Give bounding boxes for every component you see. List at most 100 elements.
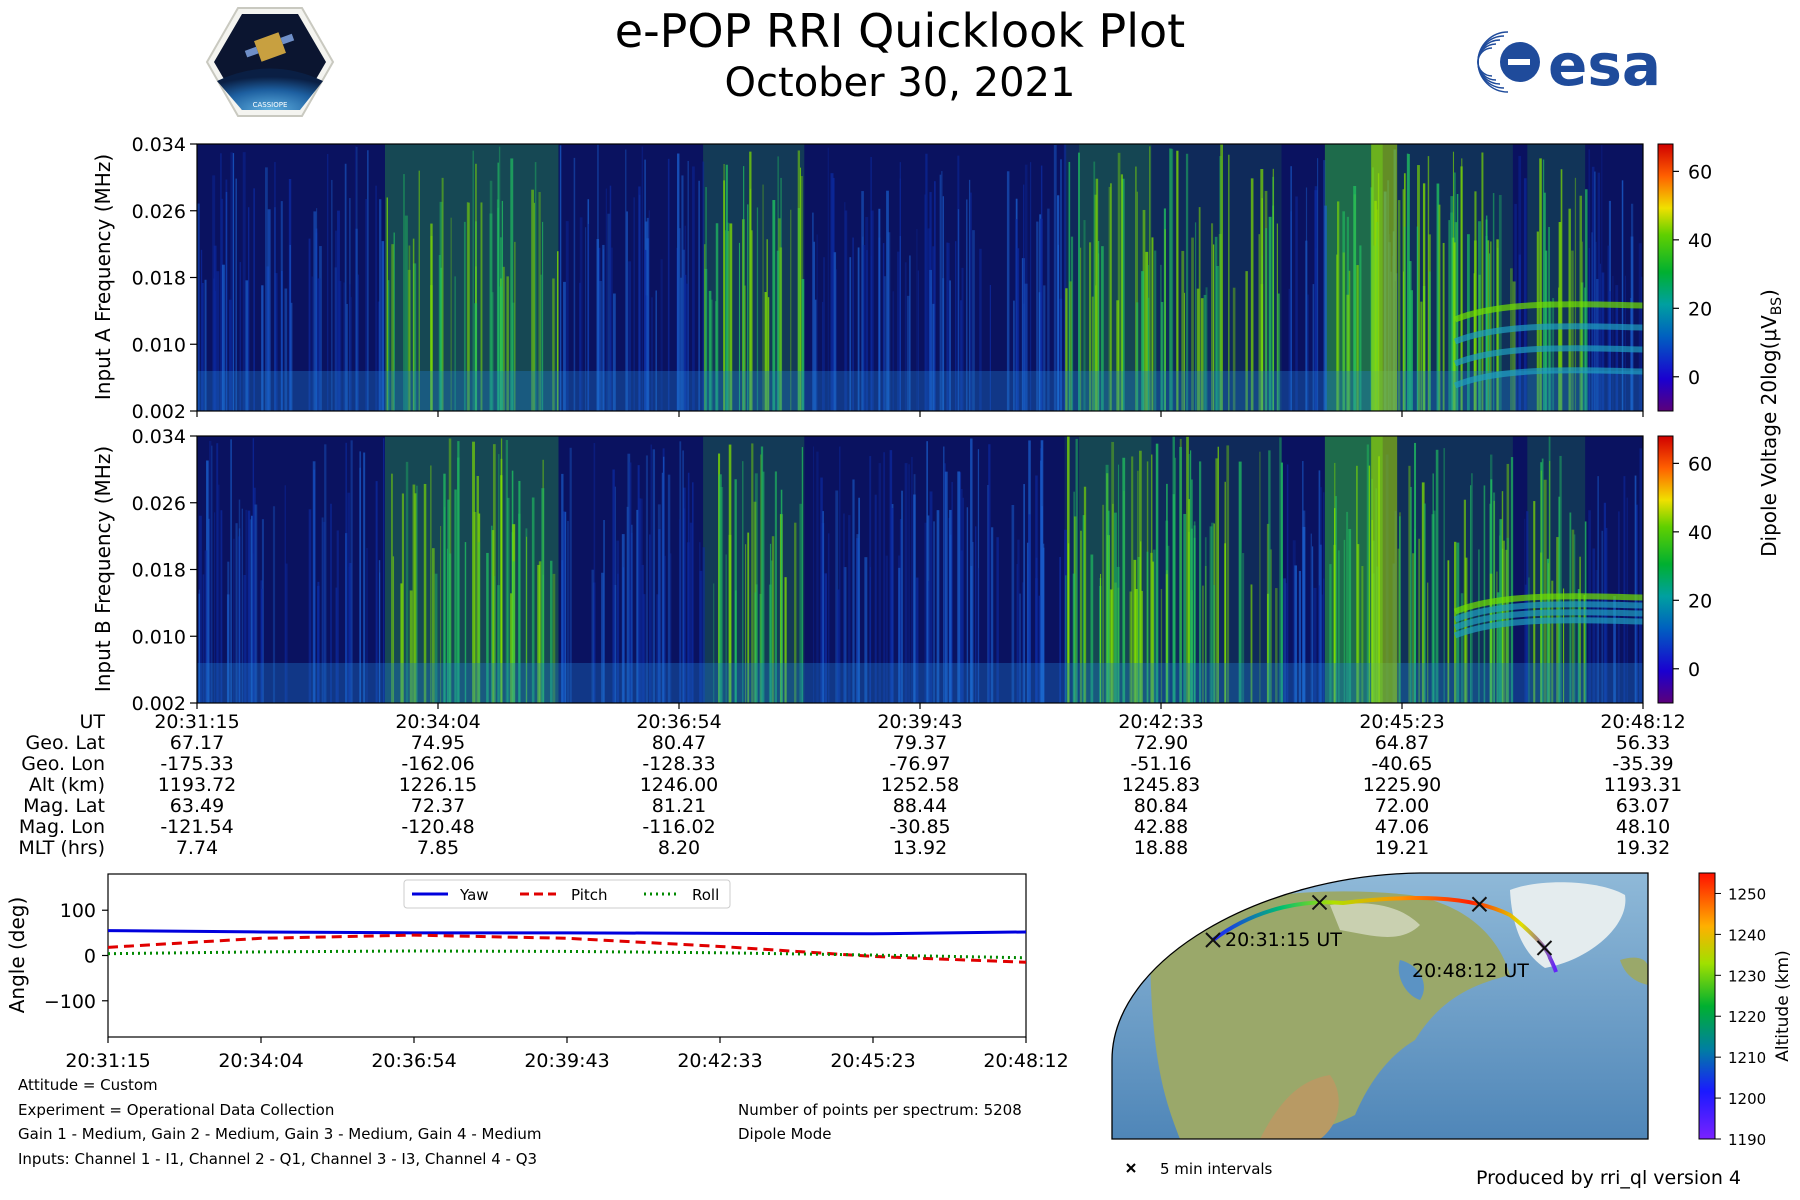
ephemeris-cell: -120.48 (401, 816, 475, 838)
ytick-label: 0.018 (132, 268, 186, 290)
attitude-ytick-label: 0 (84, 946, 96, 968)
ephemeris-row-label: MLT (hrs) (18, 837, 105, 859)
ephemeris-cell: 13.92 (892, 837, 948, 859)
ephemeris-row-label: Geo. Lon (21, 753, 105, 775)
altitude-colorbar-label: Altitude (km) (1773, 950, 1793, 1062)
legend-yaw: Yaw (459, 886, 489, 904)
ytick-label: 0.010 (132, 334, 186, 356)
svg-text:CASSIOPE: CASSIOPE (253, 101, 288, 109)
attitude-ytick-label: 100 (60, 900, 96, 922)
ytick-label: 0.026 (132, 201, 186, 223)
cassiope-logo: CASSIOPE (205, 7, 335, 117)
info-gains: Gain 1 - Medium, Gain 2 - Medium, Gain 3… (18, 1125, 542, 1143)
colorbar-tick-label: 60 (1688, 453, 1712, 475)
ephemeris-row-label: Alt (km) (28, 774, 105, 796)
attitude-xtick-label: 20:48:12 (983, 1050, 1068, 1072)
ephemeris-cell: 1246.00 (639, 774, 719, 796)
track-marker (1205, 932, 1221, 948)
colorbar-tick-label: 0 (1688, 367, 1700, 389)
page-title: e-POP RRI Quicklook Plot (614, 4, 1186, 58)
attitude-plot: −100 0 100 20:31:15 20:34:04 20:36:54 20:39:43… (5, 873, 1069, 1072)
ephemeris-row-label: Mag. Lat (23, 795, 105, 817)
ephemeris-cell: 1226.15 (398, 774, 478, 796)
ephemeris-row-label: Mag. Lon (18, 816, 105, 838)
colorbar-tick-label: 0 (1688, 659, 1700, 681)
esa-logo: esa (1477, 31, 1661, 99)
ephemeris-cell: 63.07 (1615, 795, 1671, 817)
ytick-label: 0.034 (132, 134, 186, 156)
colorbar-tick-label: 60 (1688, 161, 1712, 183)
spectrogram-a-background (197, 144, 1643, 411)
ephemeris-cell: 20:34:04 (395, 711, 481, 733)
ephemeris-cell: 20:39:43 (877, 711, 963, 733)
altitude-tick-label: 1240 (1728, 926, 1766, 944)
colorbar-tick-label: 40 (1688, 230, 1712, 252)
ephemeris-cell: -30.85 (889, 816, 951, 838)
ephemeris-cell: 42.88 (1133, 816, 1189, 838)
altitude-tick-label: 1200 (1728, 1090, 1766, 1108)
ephemeris-cell: 72.37 (410, 795, 466, 817)
ytick-label: 0.018 (132, 560, 186, 582)
ytick-label: 0.010 (132, 626, 186, 648)
altitude-colorbar (1698, 872, 1716, 1140)
ephemeris-cell: 20:45:23 (1359, 711, 1445, 733)
colorbar-tick-label: 20 (1688, 590, 1712, 612)
track-marker (1471, 896, 1488, 912)
ephemeris-cell: 80.47 (651, 732, 707, 754)
attitude-legend: Yaw Pitch Roll (403, 879, 731, 909)
track-marker (1311, 894, 1328, 911)
produced-by: Produced by rri_ql version 4 (1476, 1167, 1741, 1189)
altitude-tick-label: 1190 (1728, 1131, 1766, 1149)
ephemeris-cell: 72.90 (1133, 732, 1189, 754)
attitude-xtick-label: 20:31:15 (65, 1050, 150, 1072)
altitude-tick-label: 1220 (1728, 1008, 1766, 1026)
attitude-xtick-label: 20:42:33 (677, 1050, 762, 1072)
ephemeris-cell: 88.44 (892, 795, 948, 817)
orbit-map: 20:31:15 UT 20:48:12 UT 1190 1200 1210 1220… (1111, 872, 1793, 1178)
ephemeris-cell: 1193.31 (1603, 774, 1683, 796)
ephemeris-cell: 80.84 (1133, 795, 1189, 817)
ephemeris-row-label: Geo. Lat (25, 732, 105, 754)
ytick-label: 0.002 (132, 693, 186, 715)
ephemeris-cell: 48.10 (1615, 816, 1671, 838)
ephemeris-cell: -40.65 (1371, 753, 1433, 775)
ephemeris-cell: 63.49 (169, 795, 225, 817)
colorbar-b (1657, 435, 1674, 704)
ephemeris-cell: -35.39 (1612, 753, 1674, 775)
spectrogram-b-ylabel: Input B Frequency (MHz) (91, 446, 115, 692)
info-mode: Dipole Mode (738, 1125, 832, 1143)
orbit-track (1211, 896, 1558, 973)
attitude-xtick-label: 20:34:04 (218, 1050, 303, 1072)
info-points: Number of points per spectrum: 5208 (738, 1101, 1022, 1119)
attitude-series-yaw (107, 929, 1027, 936)
map-marker-legend: 5 min intervals (1160, 1160, 1273, 1178)
track-start-label: 20:31:15 UT (1225, 929, 1342, 951)
ephemeris-cell: 74.95 (410, 732, 466, 754)
colorbar-label: Dipole Voltage 20log(μVBS) (1757, 289, 1785, 557)
ephemeris-cell: 20:31:15 (154, 711, 240, 733)
ephemeris-cell: 7.74 (175, 837, 219, 859)
ephemeris-cell: 1245.83 (1121, 774, 1201, 796)
attitude-xtick-label: 20:45:23 (830, 1050, 915, 1072)
attitude-ylabel: Angle (deg) (5, 897, 29, 1014)
ephemeris-cell: -128.33 (642, 753, 716, 775)
ephemeris-cell: 1225.90 (1362, 774, 1442, 796)
ephemeris-cell: 64.87 (1374, 732, 1430, 754)
attitude-xtick-label: 20:36:54 (371, 1050, 456, 1072)
colorbar-tick-label: 40 (1688, 522, 1712, 544)
info-experiment: Experiment = Operational Data Collection (18, 1101, 335, 1119)
greenland-land (1510, 882, 1626, 968)
spectrogram-b: 0.002 0.010 0.018 0.026 0.034 Input B Freque… (91, 426, 1644, 715)
ephemeris-cell: 56.33 (1615, 732, 1671, 754)
ephemeris-cell: -51.16 (1130, 753, 1192, 775)
ephemeris-cell: -175.33 (160, 753, 234, 775)
colorbar-tick-label: 20 (1688, 298, 1712, 320)
page-date: October 30, 2021 (724, 60, 1076, 106)
ephemeris-cell: -162.06 (401, 753, 475, 775)
legend-roll: Roll (692, 886, 719, 904)
ephemeris-row-label: UT (79, 711, 105, 733)
attitude-series-pitch (107, 933, 1027, 964)
altitude-tick-label: 1230 (1728, 967, 1766, 985)
ephemeris-cell: 47.06 (1374, 816, 1430, 838)
ephemeris-cell: 20:48:12 (1600, 711, 1686, 733)
